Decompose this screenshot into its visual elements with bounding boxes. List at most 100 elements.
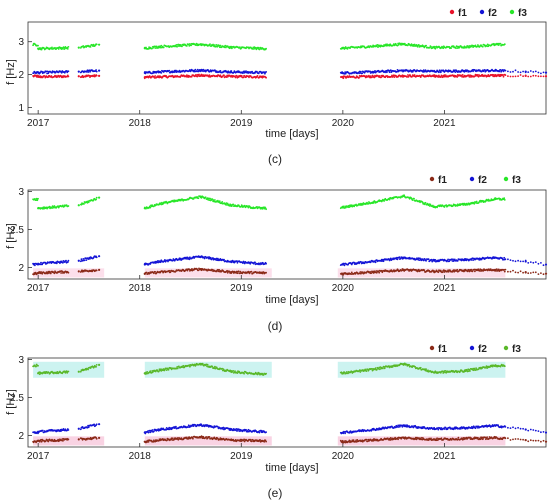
data-point bbox=[455, 47, 457, 50]
data-point bbox=[522, 260, 524, 263]
data-point bbox=[537, 71, 540, 74]
data-point bbox=[544, 431, 548, 434]
data-point bbox=[529, 75, 532, 78]
data-point bbox=[236, 272, 239, 275]
data-point bbox=[529, 70, 532, 72]
series-f1 bbox=[32, 73, 548, 80]
y-tick-label: 1 bbox=[18, 103, 24, 114]
data-point bbox=[499, 42, 502, 45]
data-point bbox=[346, 48, 349, 50]
legend-marker-f3 bbox=[503, 345, 509, 351]
data-point bbox=[401, 426, 404, 428]
data-point bbox=[517, 75, 519, 77]
series-f3 bbox=[32, 194, 506, 211]
data-point bbox=[151, 47, 154, 50]
data-point bbox=[542, 75, 545, 78]
data-point bbox=[95, 74, 98, 77]
data-point bbox=[208, 74, 211, 77]
data-point bbox=[507, 426, 509, 429]
data-point bbox=[372, 440, 374, 442]
data-point bbox=[167, 368, 170, 371]
data-point bbox=[544, 440, 548, 443]
data-point bbox=[542, 431, 545, 433]
data-point bbox=[95, 70, 98, 73]
data-point bbox=[230, 70, 233, 72]
data-point bbox=[55, 262, 58, 265]
data-point bbox=[537, 430, 540, 432]
data-point bbox=[417, 44, 420, 46]
data-point bbox=[424, 201, 427, 204]
data-point bbox=[237, 270, 240, 273]
data-point bbox=[512, 70, 514, 73]
panel-caption: (c) bbox=[268, 152, 282, 166]
x-tick-label: 2017 bbox=[27, 283, 50, 294]
data-point bbox=[512, 269, 514, 272]
data-point bbox=[413, 197, 415, 200]
y-tick-label: 2 bbox=[18, 431, 24, 442]
data-point bbox=[97, 363, 101, 366]
data-point bbox=[522, 438, 524, 441]
data-point bbox=[437, 271, 440, 274]
data-point bbox=[95, 269, 98, 272]
data-point bbox=[95, 198, 97, 201]
data-point bbox=[186, 45, 188, 47]
data-point bbox=[534, 74, 537, 77]
data-point bbox=[532, 439, 535, 442]
data-point bbox=[524, 271, 527, 274]
data-point bbox=[486, 436, 488, 439]
data-point bbox=[95, 365, 97, 368]
data-point bbox=[517, 438, 519, 440]
data-point bbox=[524, 74, 527, 77]
data-point bbox=[258, 431, 261, 434]
data-point bbox=[175, 425, 177, 428]
y-tick-label: 3 bbox=[18, 37, 24, 48]
data-point bbox=[89, 46, 92, 48]
data-point bbox=[542, 273, 545, 276]
data-point bbox=[350, 271, 353, 274]
data-point bbox=[48, 272, 50, 275]
data-point bbox=[77, 259, 80, 262]
data-point bbox=[442, 47, 445, 50]
f1-range-band bbox=[337, 268, 506, 278]
data-point bbox=[144, 72, 147, 75]
data-point bbox=[512, 75, 514, 78]
data-point bbox=[512, 438, 514, 441]
data-point bbox=[519, 427, 522, 430]
data-point bbox=[542, 439, 545, 442]
data-point bbox=[507, 270, 509, 273]
data-point bbox=[534, 439, 537, 442]
data-point bbox=[509, 439, 512, 441]
data-point bbox=[544, 75, 548, 78]
series-f1 bbox=[32, 267, 548, 276]
data-point bbox=[537, 262, 540, 265]
data-point bbox=[34, 264, 36, 267]
data-point bbox=[502, 75, 505, 78]
data-point bbox=[214, 44, 216, 46]
data-point bbox=[162, 46, 165, 49]
data-point bbox=[41, 429, 44, 432]
data-point bbox=[344, 72, 347, 75]
data-point bbox=[522, 271, 524, 274]
data-point bbox=[77, 370, 80, 373]
data-point bbox=[537, 75, 540, 78]
data-point bbox=[443, 74, 446, 77]
data-point bbox=[540, 72, 542, 75]
x-tick-label: 2021 bbox=[433, 451, 456, 462]
data-point bbox=[509, 259, 512, 261]
data-point bbox=[181, 45, 183, 48]
data-point bbox=[341, 71, 343, 73]
data-point bbox=[219, 74, 222, 77]
panel-d: f1 f2 f3 f [Hz] time [days] (d) bbox=[5, 175, 521, 333]
legend-marker-f3 bbox=[503, 176, 509, 182]
data-point bbox=[218, 200, 221, 203]
data-point bbox=[147, 431, 150, 434]
data-point bbox=[509, 427, 512, 429]
data-point bbox=[532, 261, 535, 264]
data-point bbox=[97, 69, 101, 72]
data-point bbox=[540, 272, 542, 274]
data-point bbox=[385, 44, 388, 47]
data-point bbox=[256, 75, 259, 77]
data-point bbox=[427, 258, 430, 261]
data-point bbox=[221, 201, 224, 203]
data-point bbox=[232, 203, 235, 206]
